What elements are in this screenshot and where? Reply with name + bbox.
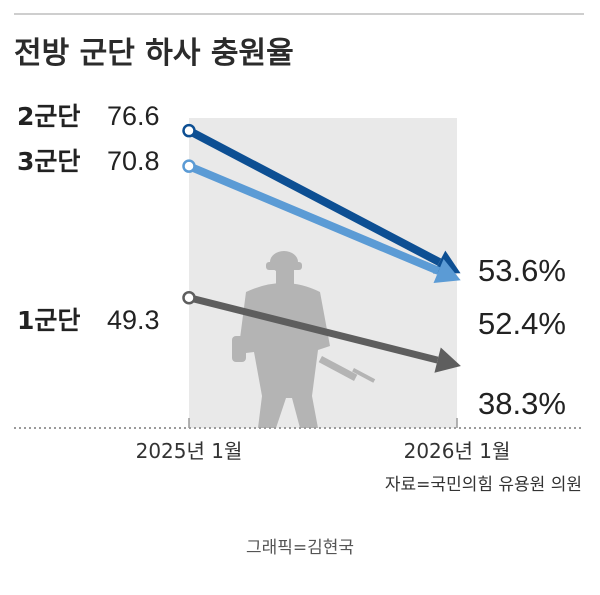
series-arrowhead bbox=[434, 347, 461, 373]
series-name-3: 3군단 bbox=[17, 147, 80, 176]
left-value-2: 76.6 bbox=[107, 101, 160, 131]
chart-title: 전방 군단 하사 충원율 bbox=[14, 36, 294, 71]
series-name-1: 1군단 bbox=[17, 306, 80, 335]
graphic-credit: 그래픽=김현국 bbox=[246, 538, 354, 558]
x-tick-label-2026: 2026년 1월 bbox=[404, 439, 511, 463]
series-line bbox=[187, 127, 442, 266]
x-tick-label-2025: 2025년 1월 bbox=[136, 439, 243, 463]
series-lines bbox=[182, 123, 461, 373]
source-note: 자료=국민의힘 유용원 의원 bbox=[385, 475, 582, 495]
right-value-3: 52.4% bbox=[478, 306, 566, 341]
series-line bbox=[187, 162, 441, 275]
series-line bbox=[188, 294, 439, 364]
series-start-point bbox=[182, 123, 196, 138]
left-value-3: 70.8 bbox=[107, 146, 160, 176]
plot-panel bbox=[189, 118, 457, 428]
right-value-1: 38.3% bbox=[478, 386, 566, 421]
series-start-point bbox=[182, 290, 196, 305]
right-value-2: 53.6% bbox=[478, 253, 566, 288]
series-start-point bbox=[182, 159, 196, 173]
series-name-2: 2군단 bbox=[17, 102, 80, 131]
left-value-1: 49.3 bbox=[107, 305, 160, 335]
series-arrowhead bbox=[433, 258, 461, 283]
